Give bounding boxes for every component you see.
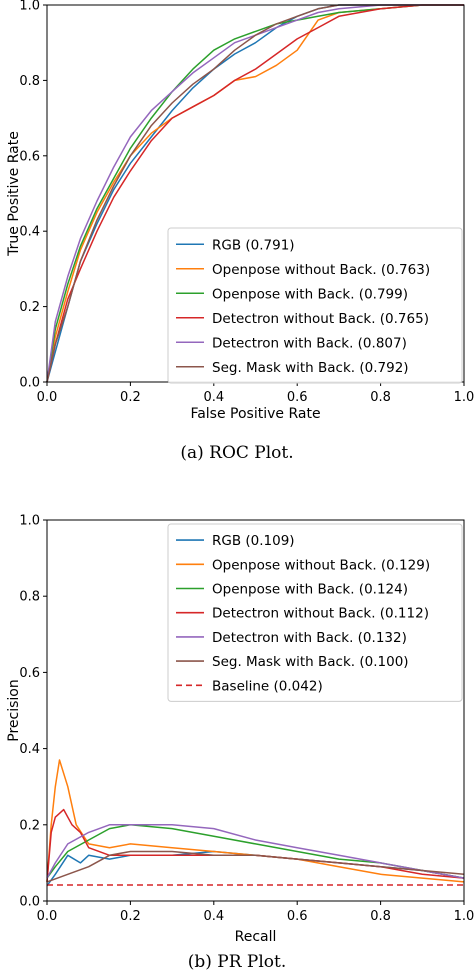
- roc-legend-label: Openpose without Back. (0.763): [212, 262, 430, 278]
- pr-legend: RGB (0.109) Openpose without Back. (0.129…: [167, 523, 463, 702]
- pr-x-tick-label: 0.2: [120, 909, 141, 924]
- roc-x-ticks: 0.0 0.2 0.4 0.6 0.8 1.0: [37, 382, 474, 405]
- roc-series-line-2: [46, 4, 464, 383]
- pr-y-ticks: 0.0 0.2 0.4 0.6 0.8 1.0: [19, 514, 47, 910]
- pr-y-tick-label: 0.0: [19, 895, 40, 910]
- pr-legend-label: RGB (0.109): [212, 533, 295, 549]
- pr-series-line-1: [46, 759, 465, 883]
- pr-x-ticks: 0.0 0.2 0.4 0.6 0.8 1.0: [37, 901, 474, 924]
- roc-y-tick-label: 0.0: [19, 376, 40, 391]
- pr-x-tick-label: 0.6: [287, 909, 308, 924]
- roc-x-tick-label: 1.0: [454, 390, 474, 405]
- pr-series-line-4: [46, 824, 465, 879]
- roc-y-tick-label: 0.8: [19, 74, 40, 89]
- pr-plot-frame: [46, 519, 465, 902]
- roc-y-tick-label: 0.6: [19, 149, 40, 164]
- roc-legend-box: [167, 227, 463, 384]
- roc-legend: RGB (0.791) Openpose without Back. (0.763…: [167, 227, 463, 384]
- roc-x-tick-label: 0.6: [287, 390, 308, 405]
- roc-y-tick-label: 1.0: [19, 0, 40, 14]
- pr-x-tick-label: 0.4: [203, 909, 224, 924]
- pr-x-tick-label: 1.0: [454, 909, 474, 924]
- roc-caption: (a) ROC Plot.: [180, 443, 293, 463]
- pr-y-axis-label: Precision: [6, 679, 22, 741]
- roc-y-axis-label: True Positive Rate: [6, 131, 22, 257]
- pr-legend-label: Openpose without Back. (0.129): [212, 557, 430, 573]
- pr-series-line-3: [46, 808, 465, 882]
- pr-legend-label: Openpose with Back. (0.124): [212, 582, 408, 598]
- roc-series-line-5: [46, 4, 464, 383]
- roc-series-line-4: [46, 4, 464, 383]
- pr-series-line-5: [46, 850, 465, 883]
- pr-x-axis-label: Recall: [235, 929, 277, 945]
- roc-legend-label: RGB (0.791): [212, 237, 295, 253]
- roc-series-line-3: [46, 4, 464, 383]
- pr-y-tick-label: 0.4: [19, 742, 40, 757]
- pr-legend-label: Seg. Mask with Back. (0.100): [212, 654, 409, 670]
- roc-series-layer: [46, 4, 464, 383]
- pr-caption: (b) PR Plot.: [188, 952, 287, 972]
- pr-legend-label: Baseline (0.042): [212, 678, 323, 694]
- roc-x-tick-label: 0.8: [370, 390, 391, 405]
- pr-y-tick-label: 0.8: [19, 590, 40, 605]
- roc-chart: 0.0 0.2 0.4 0.6 0.8 1.0 0.0 0.2 0.4 0.6 0.8 1.0 Fa…: [6, 0, 474, 463]
- roc-legend-label: Detectron with Back. (0.807): [212, 335, 407, 351]
- pr-y-tick-label: 0.6: [19, 666, 40, 681]
- pr-legend-label: Detectron without Back. (0.112): [212, 606, 429, 622]
- pr-series-layer: [46, 759, 465, 887]
- roc-y-tick-label: 0.2: [19, 300, 40, 315]
- roc-legend-label: Seg. Mask with Back. (0.792): [212, 360, 409, 376]
- roc-y-tick-label: 0.4: [19, 225, 40, 240]
- pr-legend-box: [167, 523, 463, 702]
- roc-y-ticks: 0.0 0.2 0.4 0.6 0.8 1.0: [19, 0, 47, 391]
- roc-x-tick-label: 0.4: [203, 390, 224, 405]
- pr-y-tick-label: 0.2: [19, 818, 40, 833]
- pr-x-tick-label: 0.0: [37, 909, 58, 924]
- pr-legend-label: Detectron with Back. (0.132): [212, 630, 407, 646]
- roc-x-axis-label: False Positive Rate: [190, 406, 320, 422]
- pr-chart: 0.0 0.2 0.4 0.6 0.8 1.0 0.0 0.2 0.4 0.6 0.8 1.0 Re…: [6, 514, 474, 973]
- pr-x-tick-label: 0.8: [370, 909, 391, 924]
- roc-x-tick-label: 0.0: [37, 390, 58, 405]
- roc-x-tick-label: 0.2: [120, 390, 141, 405]
- pr-y-tick-label: 1.0: [19, 514, 40, 529]
- roc-legend-label: Detectron without Back. (0.765): [212, 311, 429, 327]
- roc-legend-label: Openpose with Back. (0.799): [212, 286, 408, 302]
